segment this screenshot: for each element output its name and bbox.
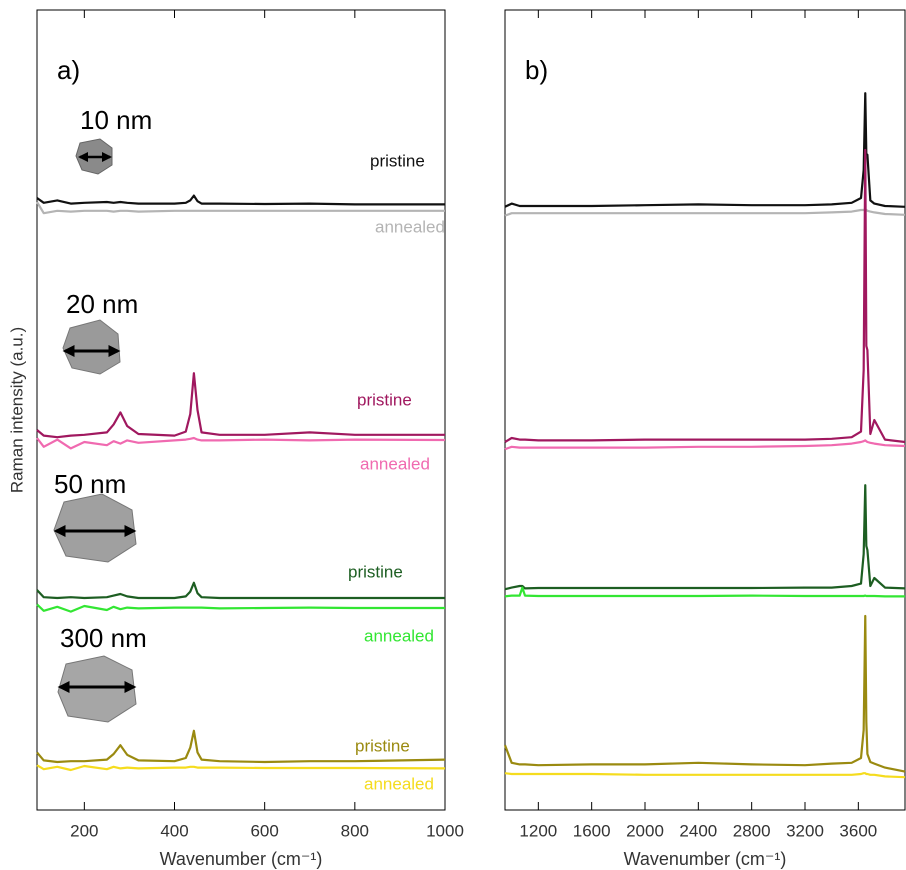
x-tick-label: 400 xyxy=(160,821,188,840)
series-label: annealed xyxy=(360,454,430,473)
x-axis-label: Wavenumber (cm⁻¹) xyxy=(160,849,323,869)
particle-images xyxy=(53,138,137,723)
particle-20nm xyxy=(62,319,121,375)
spectrum xyxy=(504,439,906,451)
x-tick-label: 2800 xyxy=(733,821,771,840)
spectrum xyxy=(36,764,446,772)
spectrum xyxy=(504,148,906,444)
series-label: pristine xyxy=(370,151,425,170)
spectrum xyxy=(504,92,906,208)
x-tick-label: 3200 xyxy=(786,821,824,840)
spectrum xyxy=(36,729,446,764)
spectrum xyxy=(36,436,446,450)
spectrum xyxy=(504,772,906,779)
size-label: 300 nm xyxy=(60,623,147,653)
x-tick-label: 1000 xyxy=(426,821,464,840)
series-label: pristine xyxy=(348,562,403,581)
x-tick-label: 3600 xyxy=(839,821,877,840)
spectrum xyxy=(36,603,445,613)
x-axis-label: Wavenumber (cm⁻¹) xyxy=(624,849,787,869)
x-tick-label: 2000 xyxy=(626,821,664,840)
spectrum xyxy=(504,484,906,591)
spectrum xyxy=(36,194,445,206)
series-label: pristine xyxy=(357,390,412,409)
panel-label: b) xyxy=(525,55,548,85)
x-tick-label: 200 xyxy=(70,821,98,840)
series-label: pristine xyxy=(355,736,410,755)
spectrum xyxy=(36,372,445,439)
spectrum xyxy=(504,586,905,598)
x-tick-label: 2400 xyxy=(679,821,717,840)
spectrum xyxy=(504,208,906,217)
particle-50nm xyxy=(53,493,137,563)
plot-frame xyxy=(36,9,446,811)
size-label: 50 nm xyxy=(54,469,126,499)
y-axis-label: Raman intensity (a.u.) xyxy=(7,327,26,493)
size-label: 10 nm xyxy=(80,105,152,135)
series-label: annealed xyxy=(364,774,434,793)
x-tick-label: 1200 xyxy=(519,821,557,840)
spectrum xyxy=(503,614,906,773)
x-tick-label: 1600 xyxy=(573,821,611,840)
x-tick-label: 600 xyxy=(250,821,278,840)
panel-label: a) xyxy=(57,55,80,85)
plot-frame xyxy=(504,9,906,811)
series-label: annealed xyxy=(375,217,445,236)
spectrum xyxy=(36,581,445,600)
x-tick-label: 800 xyxy=(341,821,369,840)
spectrum xyxy=(36,201,445,215)
size-label: 20 nm xyxy=(66,289,138,319)
particle-300nm xyxy=(57,655,137,723)
series-label: annealed xyxy=(364,626,434,645)
